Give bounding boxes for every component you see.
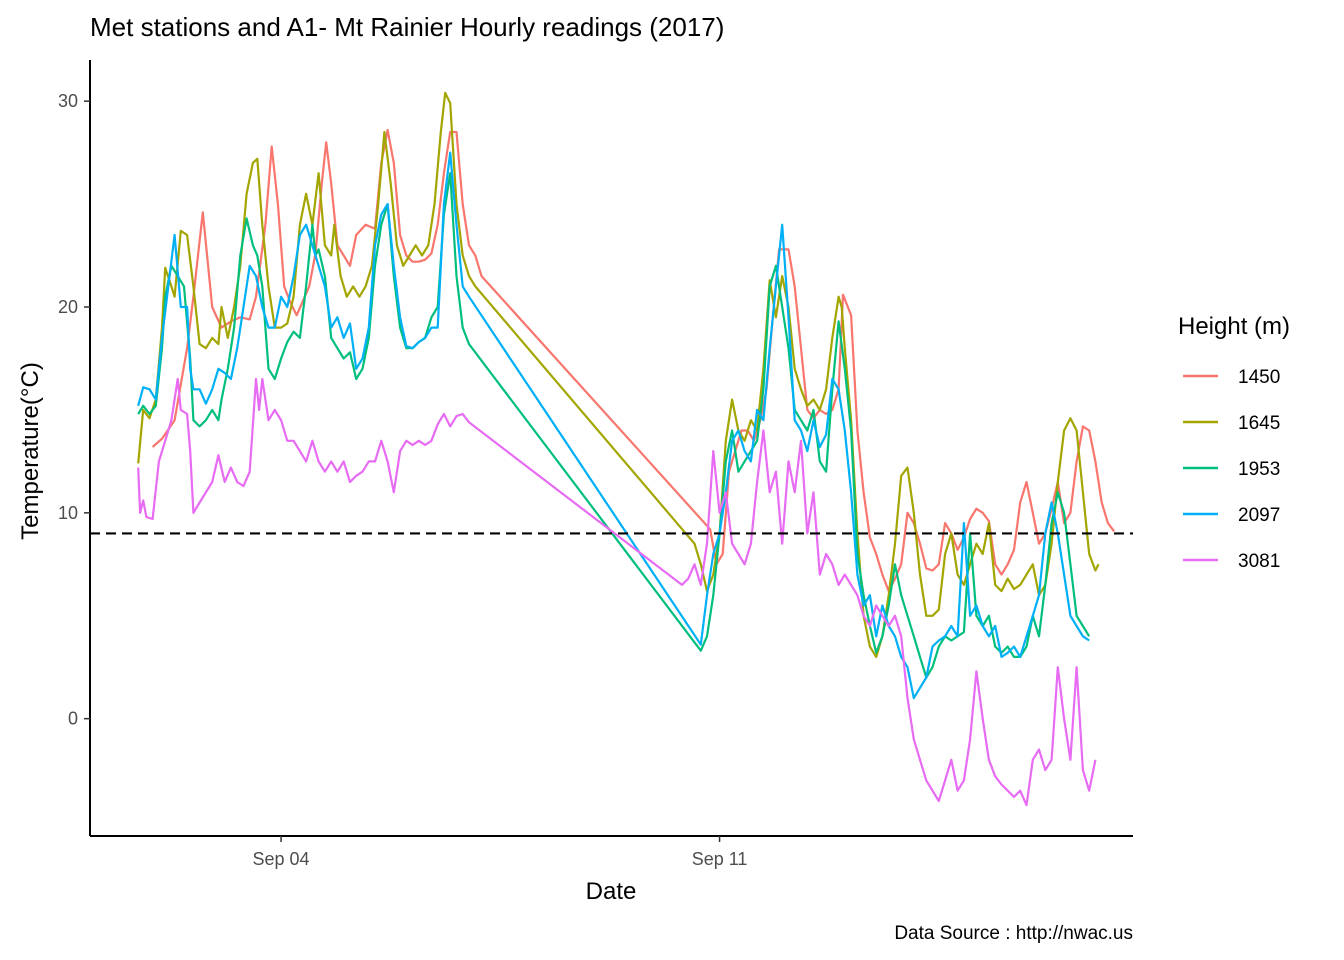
y-tick-label: 10 [58,503,78,523]
legend-label-1953: 1953 [1238,459,1280,480]
x-tick-label: Sep 11 [692,849,748,869]
y-tick-label: 30 [58,91,78,111]
legend-label-2097: 2097 [1238,505,1280,526]
y-axis-title: Temperature(°C) [17,362,44,540]
axes: 0 10 20 30 Sep 04 Sep 11 [58,60,1133,869]
legend-title: Height (m) [1178,313,1290,340]
x-axis-title: Date [586,878,637,905]
y-tick-label: 0 [68,709,78,729]
series-line-1953 [137,172,1091,679]
chart-title: Met stations and A1- Mt Rainier Hourly r… [90,12,724,42]
series-line-2097 [137,151,1090,700]
legend-label-3081: 3081 [1238,551,1280,572]
y-tick-label: 20 [58,297,78,317]
legend-label-1450: 1450 [1238,367,1280,388]
series-line-1450 [151,128,1116,593]
series-line-3081 [137,377,1097,807]
legend: Height (m) 1450 1645 1953 2097 3081 [1178,313,1290,572]
legend-label-1645: 1645 [1238,413,1280,434]
series-line-1645 [137,91,1100,658]
plot-area [90,91,1133,807]
x-tick-label: Sep 04 [253,849,310,869]
data-source-caption: Data Source : http://nwac.us [894,923,1133,944]
